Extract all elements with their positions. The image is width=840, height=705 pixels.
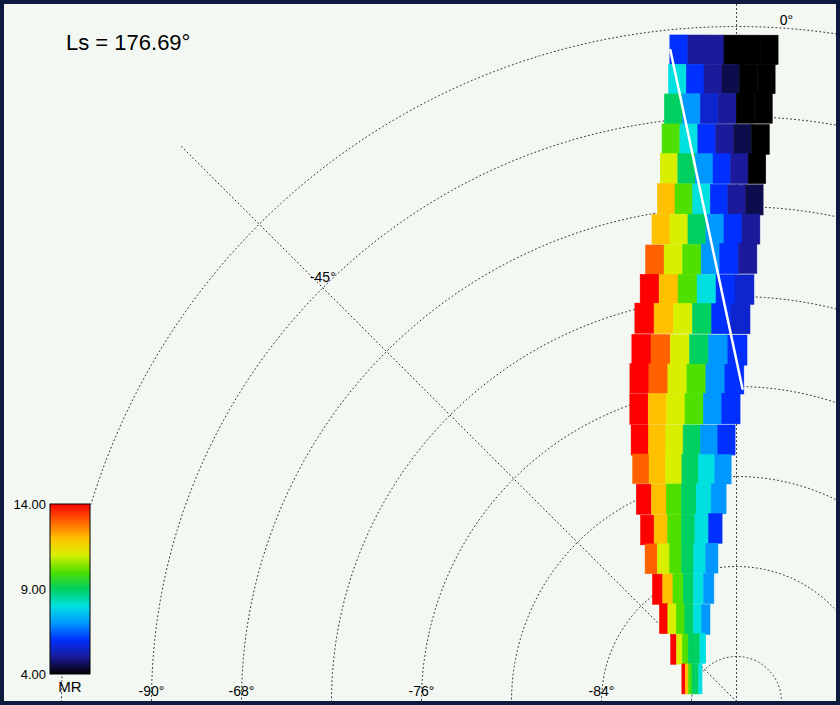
svg-text:MR: MR — [58, 678, 81, 695]
svg-text:-84°: -84° — [589, 683, 615, 699]
svg-text:9.00: 9.00 — [21, 582, 46, 597]
svg-text:0°: 0° — [780, 12, 793, 28]
svg-text:4.00: 4.00 — [21, 667, 46, 682]
svg-text:-76°: -76° — [409, 683, 435, 699]
svg-text:-45°: -45° — [310, 269, 336, 285]
html-text:Ls = 176.69°: Ls = 176.69° — [66, 30, 191, 55]
svg-text:-90°: -90° — [139, 683, 165, 699]
svg-text:14.00: 14.00 — [13, 497, 46, 512]
svg-text:-68°: -68° — [229, 683, 255, 699]
